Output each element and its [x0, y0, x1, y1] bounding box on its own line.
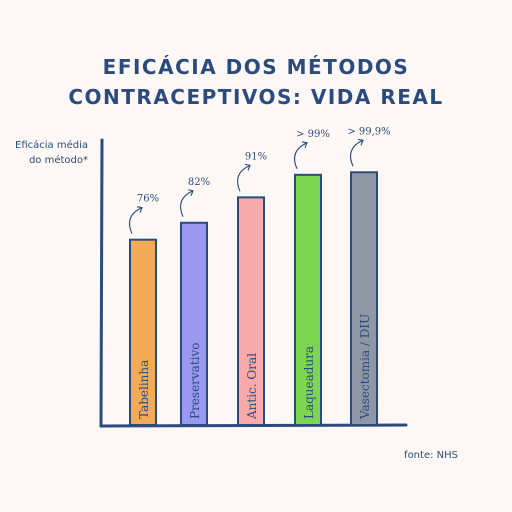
- value-arrowhead-4: [301, 141, 308, 149]
- bar-label-5: Vasectomia / DIU: [358, 314, 372, 420]
- bar-5: [350, 171, 378, 426]
- value-label-2: 82%: [188, 177, 210, 188]
- bar-4: [294, 173, 322, 426]
- bar-3: [237, 196, 265, 426]
- bars-group: Tabelinha 76% Preservativo 82% Antic. Oral 91…: [129, 126, 391, 426]
- bar-label-1: Tabelinha: [137, 360, 151, 419]
- value-label-4: > 99%: [296, 129, 330, 140]
- bar-2: [180, 221, 208, 426]
- chart-title-line-1: EFICÁCIA DOS MÉTODOS: [103, 55, 410, 79]
- value-arrowhead-3: [244, 163, 251, 171]
- value-arrow-2: [180, 190, 194, 217]
- value-label-1: 76%: [137, 194, 159, 205]
- value-arrowhead-2: [187, 189, 194, 196]
- value-arrow-5: [350, 139, 364, 167]
- bar-label-3: Antic. Oral: [245, 353, 259, 420]
- y-axis-label-line-1: Eficácia média: [15, 139, 88, 151]
- bar-label-2: Preservativo: [188, 342, 202, 419]
- value-arrow-1: [129, 207, 143, 234]
- y-axis-line: [99, 138, 104, 428]
- value-arrowhead-1: [136, 206, 143, 213]
- y-axis-label-line-2: do método*: [29, 154, 88, 166]
- value-label-5: > 99,9%: [347, 126, 390, 137]
- value-arrow-4: [294, 142, 308, 170]
- value-arrow-3: [237, 164, 251, 192]
- bar-label-4: Laqueadura: [302, 346, 316, 419]
- bar-1: [129, 238, 157, 426]
- chart-title-line-2: CONTRACEPTIVOS: VIDA REAL: [68, 85, 443, 109]
- source-note: fonte: NHS: [404, 450, 458, 461]
- value-label-3: 91%: [245, 151, 267, 162]
- value-arrowhead-5: [357, 138, 364, 146]
